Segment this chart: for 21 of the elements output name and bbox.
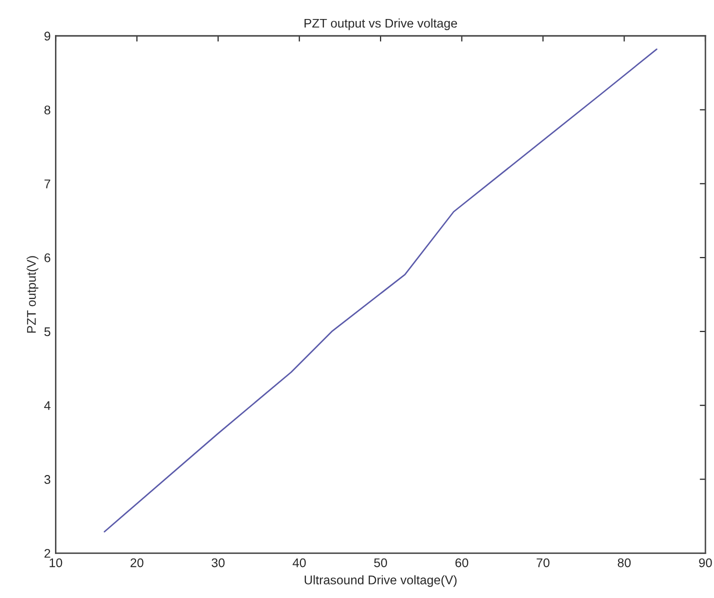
y-tick-label: 6	[44, 253, 50, 262]
y-tick-label: 3	[44, 475, 50, 484]
y-tick-label: 2	[44, 548, 50, 558]
x-tick-label: 20	[130, 558, 144, 568]
x-tick-label: 50	[374, 558, 388, 568]
line-series	[104, 48, 658, 532]
y-tick-label: 4	[44, 401, 50, 410]
y-axis-title: PZT output(V)	[26, 256, 38, 333]
chart-title: PZT output vs Drive voltage	[304, 18, 458, 30]
y-tick-label: 7	[44, 180, 50, 188]
x-tick-label: 30	[212, 558, 225, 568]
x-tick-label: 70	[536, 558, 550, 568]
y-tick-label: 8	[44, 106, 50, 114]
x-tick-label: 80	[618, 558, 631, 568]
x-axis-title: Ultrasound Drive voltage(V)	[304, 575, 457, 587]
y-tick-label: 9	[44, 32, 50, 41]
x-tick-label: 40	[292, 558, 306, 568]
x-tick-label: 90	[699, 558, 712, 568]
x-tick-label: 60	[455, 558, 468, 568]
x-tick-label: 10	[50, 558, 62, 568]
y-tick-label: 5	[44, 327, 50, 336]
